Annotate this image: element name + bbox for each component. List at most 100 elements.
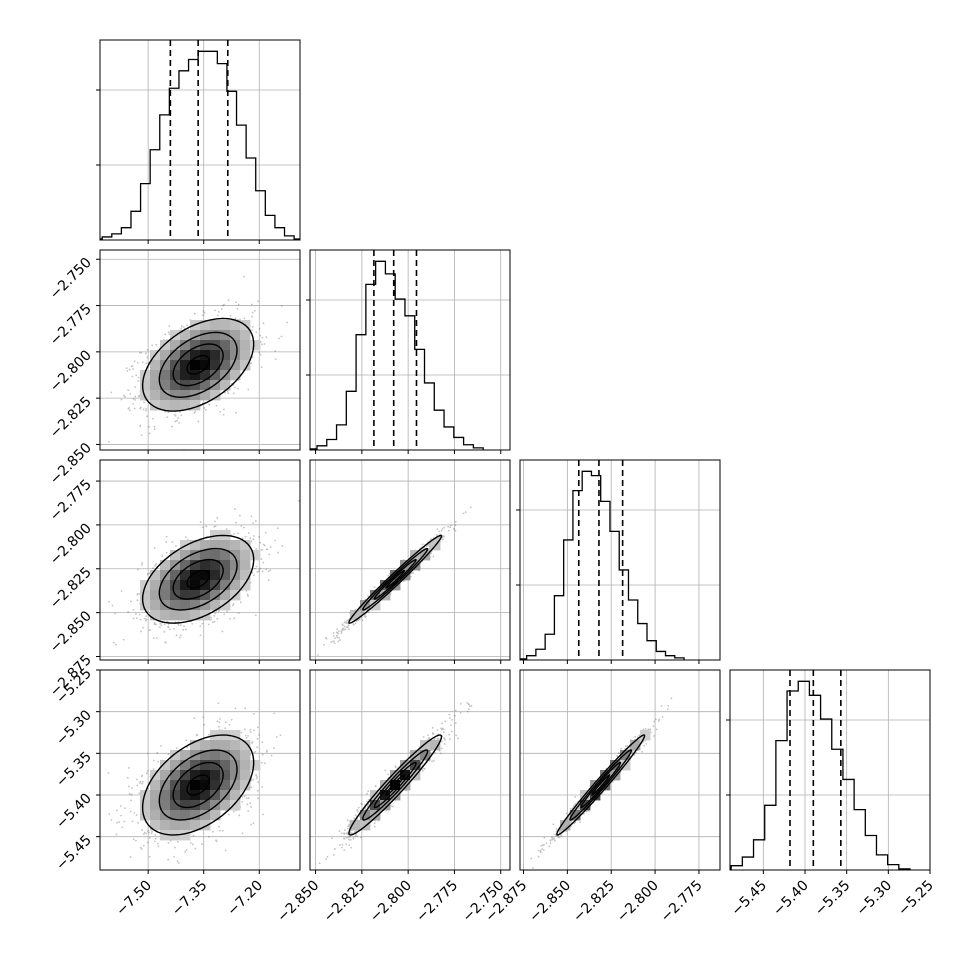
scatter-point — [250, 823, 253, 826]
scatter-point — [153, 564, 156, 567]
scatter-point — [202, 309, 205, 312]
density-cell — [160, 610, 171, 621]
scatter-point — [217, 314, 219, 317]
density-cell — [240, 360, 251, 371]
scatter-point — [155, 343, 158, 346]
scatter-point — [142, 844, 145, 847]
scatter-point — [180, 325, 183, 327]
scatter-point — [454, 524, 457, 526]
scatter-point — [387, 574, 390, 577]
scatter-point — [111, 604, 114, 607]
y-tick-label: −2.800 — [47, 520, 95, 568]
density-cell — [140, 590, 151, 601]
scatter-point — [323, 643, 325, 646]
density-cell — [230, 550, 241, 561]
scatter-point — [129, 392, 132, 395]
density-cell — [150, 380, 161, 391]
density-cell — [230, 340, 241, 351]
scatter-point — [462, 512, 465, 515]
scatter-point — [227, 299, 230, 302]
scatter-point — [134, 395, 137, 398]
scatter-point — [137, 380, 140, 382]
scatter-point — [131, 365, 134, 367]
scatter-point — [153, 425, 156, 428]
scatter-point — [199, 521, 202, 523]
scatter-point — [347, 624, 350, 627]
scatter-point — [265, 750, 268, 753]
scatter-point — [362, 610, 365, 613]
scatter-point — [135, 374, 138, 377]
scatter-point — [324, 637, 327, 639]
scatter-point — [265, 336, 268, 339]
scatter-point — [214, 520, 216, 523]
density-cell — [210, 370, 221, 381]
density-cell — [220, 360, 231, 371]
scatter-point — [269, 569, 272, 572]
scatter-point — [122, 638, 125, 641]
scatter-point — [225, 528, 228, 531]
scatter-point — [123, 820, 126, 823]
scatter-point — [412, 571, 415, 574]
scatter-point — [126, 370, 129, 372]
scatter-point — [252, 822, 255, 825]
scatter-point — [250, 786, 253, 789]
scatter-point — [232, 603, 235, 605]
scatter-point — [259, 334, 261, 337]
scatter-point — [221, 630, 224, 633]
scatter-point — [171, 425, 174, 428]
scatter-point — [359, 610, 362, 612]
scatter-point — [141, 781, 144, 783]
density-cell — [210, 600, 221, 611]
scatter-point — [258, 570, 260, 573]
density-cell — [200, 390, 211, 401]
contours — [141, 534, 255, 624]
density-cell — [190, 380, 201, 391]
density-cell — [190, 540, 201, 551]
scatter-point — [182, 628, 185, 631]
scatter-point — [199, 634, 202, 637]
scatter-point — [137, 376, 140, 379]
scatter-point — [244, 535, 247, 538]
density-cell — [240, 340, 251, 351]
scatter-point — [139, 424, 142, 427]
scatter-point — [186, 746, 189, 749]
scatter-point — [125, 367, 128, 370]
density-cell — [150, 570, 161, 581]
scatter-point — [203, 723, 206, 726]
scatter-point — [243, 275, 245, 278]
scatter-point — [139, 618, 142, 621]
scatter-point — [131, 820, 134, 823]
panel-2-0: −2.875−2.850−2.825−2.800−2.775 — [47, 459, 301, 700]
scatter-point — [274, 350, 277, 352]
scatter-point — [178, 422, 180, 424]
scatter-point — [256, 737, 259, 740]
scatter-point — [152, 637, 155, 639]
scatter-point — [115, 809, 118, 812]
scatter-point — [168, 333, 171, 335]
scatter-point — [436, 538, 438, 541]
density-cell — [220, 340, 231, 351]
scatter-point — [250, 515, 253, 518]
density-cell — [350, 610, 361, 621]
scatter-point — [436, 534, 438, 536]
scatter-point — [441, 538, 444, 541]
density-cell — [190, 560, 201, 571]
contours — [348, 534, 443, 624]
scatter-point — [142, 408, 145, 411]
density-cell — [250, 340, 261, 351]
density-cell — [220, 380, 231, 391]
scatter-point — [131, 375, 134, 378]
contour-line — [385, 569, 406, 589]
scatter-point — [255, 331, 258, 334]
grid-lines — [310, 250, 510, 450]
scatter-point — [207, 623, 210, 626]
density-cell — [140, 370, 151, 381]
scatter-point — [261, 570, 264, 573]
density-cell — [180, 560, 191, 571]
scatter-point — [132, 617, 135, 620]
scatter-point — [362, 611, 365, 613]
scatter-point — [259, 353, 262, 356]
density-cell — [190, 340, 201, 351]
density-cell — [200, 360, 211, 371]
